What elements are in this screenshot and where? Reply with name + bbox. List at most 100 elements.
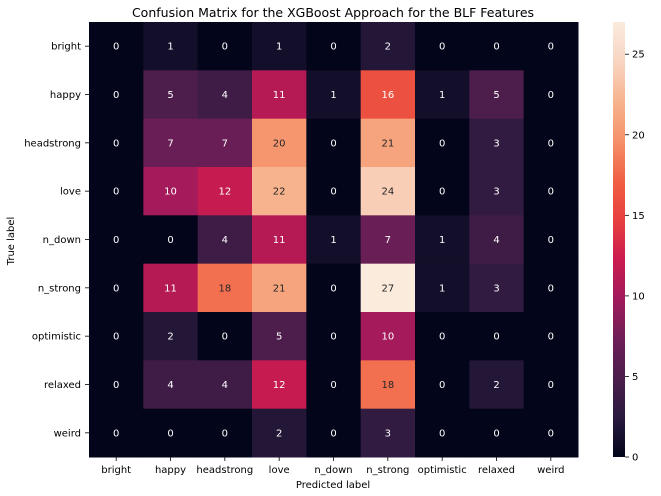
cell-value-label: 1 — [330, 90, 336, 101]
heatmap-cell — [252, 312, 307, 361]
heatmap-cell — [415, 70, 470, 120]
cell-value-label: 11 — [164, 283, 177, 294]
heatmap-cell — [469, 408, 525, 458]
heatmap-cell — [306, 360, 362, 410]
heatmap-cell — [469, 22, 525, 71]
heatmap-cell — [89, 215, 144, 265]
heatmap-cell — [143, 360, 199, 410]
heatmap-cell — [252, 360, 307, 410]
cell-value-label: 0 — [222, 332, 228, 343]
heatmap-cell — [523, 215, 579, 265]
cell-value-label: 4 — [167, 380, 173, 391]
heatmap-cell — [360, 263, 416, 313]
cell-value-label: 0 — [439, 42, 445, 53]
cell-value-label: 7 — [385, 235, 391, 246]
cell-value-label: 0 — [330, 42, 336, 53]
heatmap-cell — [415, 215, 470, 265]
cell-value-label: 0 — [548, 187, 554, 198]
heatmap-cell — [143, 215, 199, 265]
cell-value-label: 0 — [167, 235, 173, 246]
x-tick-label: bright — [101, 465, 131, 476]
heatmap-cell — [306, 312, 362, 361]
heatmap-cell — [469, 215, 525, 265]
y-tick-label: bright — [51, 42, 81, 53]
heatmap-cell — [415, 312, 470, 361]
cell-value-label: 0 — [330, 138, 336, 149]
cell-value-label: 4 — [222, 235, 228, 246]
colorbar-tick-label: 5 — [632, 372, 638, 383]
heatmap-cell — [469, 118, 525, 168]
heatmap-cell — [360, 167, 416, 216]
y-tick-label: headstrong — [24, 138, 81, 149]
cell-value-label: 5 — [493, 90, 499, 101]
heatmap-cell — [89, 408, 144, 458]
cell-value-label: 1 — [439, 90, 445, 101]
y-tick-label: optimistic — [32, 332, 81, 343]
cell-value-label: 2 — [493, 380, 499, 391]
heatmap-cell — [523, 70, 579, 120]
cell-value-label: 0 — [330, 380, 336, 391]
heatmap-cell — [89, 118, 144, 168]
cell-value-label: 0 — [113, 138, 119, 149]
cell-value-label: 10 — [164, 187, 177, 198]
heatmap-cell — [523, 408, 579, 458]
heatmap-cell — [523, 263, 579, 313]
heatmap-cell — [197, 312, 253, 361]
heatmap-cell — [143, 312, 199, 361]
heatmap-cell — [523, 22, 579, 71]
colorbar-ticks: 0 5 10 15 20 25 — [625, 50, 645, 464]
x-axis-ticks: bright happy headstrong love n_down n_strong o… — [101, 457, 565, 476]
cell-value-label: 0 — [113, 42, 119, 53]
cell-value-label: 0 — [493, 42, 499, 53]
cell-value-label: 0 — [548, 138, 554, 149]
heatmap-cell — [360, 360, 416, 410]
y-tick-label: weird — [54, 428, 81, 439]
heatmap-cell — [360, 312, 416, 361]
cell-value-label: 0 — [113, 283, 119, 294]
cell-value-label: 1 — [439, 283, 445, 294]
heatmap-cell — [197, 360, 253, 410]
heatmap-cell — [469, 167, 525, 216]
heatmap-cell — [415, 167, 470, 216]
heatmap-cell — [306, 118, 362, 168]
y-tick-label: n_strong — [38, 283, 81, 294]
cell-value-label: 12 — [273, 380, 286, 391]
heatmap-cell — [197, 408, 253, 458]
cell-value-label: 0 — [222, 428, 228, 439]
heatmap-cell — [469, 360, 525, 410]
y-axis-label: True label — [6, 217, 17, 267]
heatmap-cell — [252, 70, 307, 120]
heatmap-cell — [360, 215, 416, 265]
cell-value-label: 27 — [381, 283, 394, 294]
colorbar-tick-label: 0 — [632, 453, 638, 464]
heatmap-cell — [360, 22, 416, 71]
cell-value-label: 0 — [439, 332, 445, 343]
cell-value-label: 0 — [113, 428, 119, 439]
cell-value-label: 0 — [493, 332, 499, 343]
cell-value-label: 0 — [113, 332, 119, 343]
cell-value-label: 11 — [273, 90, 286, 101]
cell-value-label: 21 — [273, 283, 286, 294]
x-tick-label: optimistic — [418, 465, 467, 476]
colorbar-tick-label: 25 — [632, 50, 645, 61]
heatmap-cell — [306, 408, 362, 458]
heatmap-cell — [197, 70, 253, 120]
x-tick-label: n_strong — [366, 465, 409, 476]
x-tick-label: n_down — [314, 465, 352, 476]
heatmap-cell — [252, 167, 307, 216]
cell-value-label: 24 — [381, 187, 394, 198]
cell-value-label: 0 — [439, 138, 445, 149]
heatmap-cell — [523, 167, 579, 216]
heatmap-cell — [360, 118, 416, 168]
x-axis-label: Predicted label — [296, 480, 370, 491]
heatmap-cell — [252, 263, 307, 313]
colorbar-tick-label: 20 — [632, 130, 645, 141]
x-tick-label: love — [269, 465, 290, 476]
heatmap-cell — [523, 360, 579, 410]
cell-value-label: 3 — [493, 283, 499, 294]
heatmap-cell — [143, 118, 199, 168]
cell-value-label: 0 — [330, 332, 336, 343]
cell-value-label: 3 — [493, 187, 499, 198]
heatmap-cell — [415, 22, 470, 71]
